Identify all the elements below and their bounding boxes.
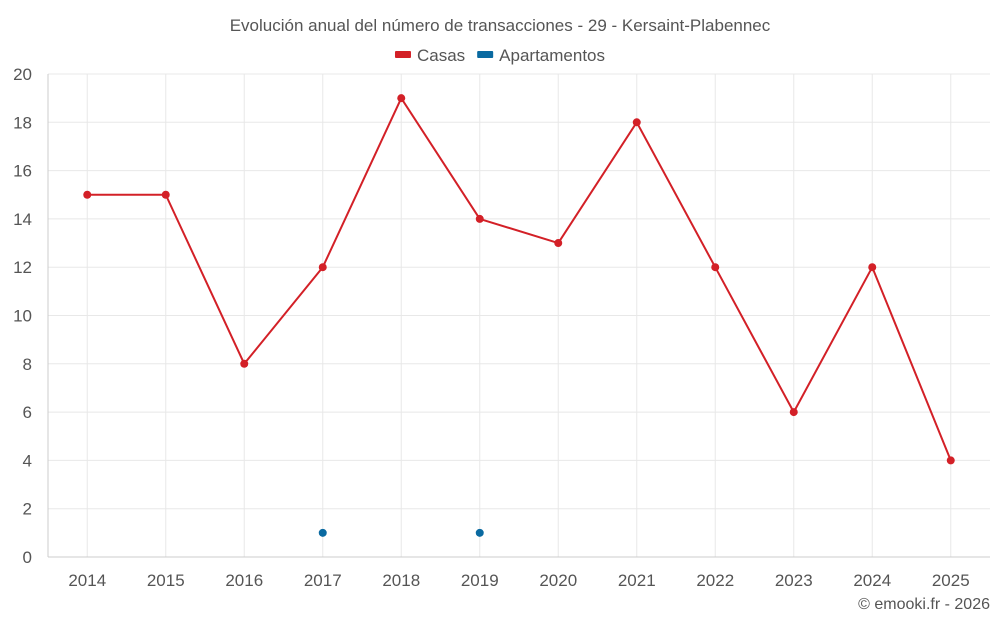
series-apartamentos [318,528,484,537]
x-tick-label: 2014 [68,571,106,590]
chart-title: Evolución anual del número de transaccio… [230,16,771,35]
series-layer [83,94,955,537]
legend-swatch-casas[interactable] [394,51,411,58]
legend-label: Apartamentos [499,46,605,65]
x-tick-label: 2022 [696,571,734,590]
data-point-casas[interactable] [632,118,641,127]
y-tick-label: 20 [13,65,32,84]
series-line-casas [87,97,952,461]
y-tick-label: 6 [23,403,32,422]
x-tick-label: 2016 [225,571,263,590]
x-tick-label: 2015 [147,571,185,590]
x-tick-label: 2025 [932,571,970,590]
data-point-casas[interactable] [397,94,406,103]
data-point-casas[interactable] [946,456,955,465]
y-tick-label: 18 [13,113,32,132]
y-tick-label: 0 [23,548,32,567]
x-tick-label: 2018 [382,571,420,590]
credit-text: © emooki.fr - 2026 [858,596,990,613]
data-point-apartamentos[interactable] [475,528,484,537]
grid [48,73,990,557]
x-tick-label: 2021 [618,571,656,590]
y-tick-label: 2 [23,500,32,519]
y-tick-label: 8 [23,355,32,374]
y-tick-label: 14 [13,210,32,229]
data-point-casas[interactable] [318,263,327,272]
data-point-casas[interactable] [240,359,249,368]
y-tick-label: 16 [13,162,32,181]
legend: Casas Apartamentos [394,46,605,65]
data-point-apartamentos[interactable] [318,528,327,537]
x-tick-label: 2023 [775,571,813,590]
x-tick-label: 2017 [304,571,342,590]
data-point-casas[interactable] [711,263,720,272]
legend-swatch-apartamentos[interactable] [477,51,494,58]
y-tick-label: 12 [13,258,32,277]
legend-label: Casas [417,46,465,65]
data-point-casas[interactable] [161,190,170,199]
data-point-casas[interactable] [789,408,798,417]
data-point-casas[interactable] [475,214,484,223]
y-tick-label: 4 [23,451,32,470]
axes: 0 2 4 6 8 10 12 14 16 18 20 2014 2015 2016 2017 2018 201… [13,65,990,590]
x-tick-label: 2019 [461,571,499,590]
data-point-casas[interactable] [554,239,563,248]
x-tick-label: 2020 [539,571,577,590]
y-tick-label: 10 [13,307,32,326]
data-point-casas[interactable] [83,190,92,199]
series-casas [83,94,955,465]
data-point-casas[interactable] [868,263,877,272]
x-tick-label: 2024 [853,571,891,590]
